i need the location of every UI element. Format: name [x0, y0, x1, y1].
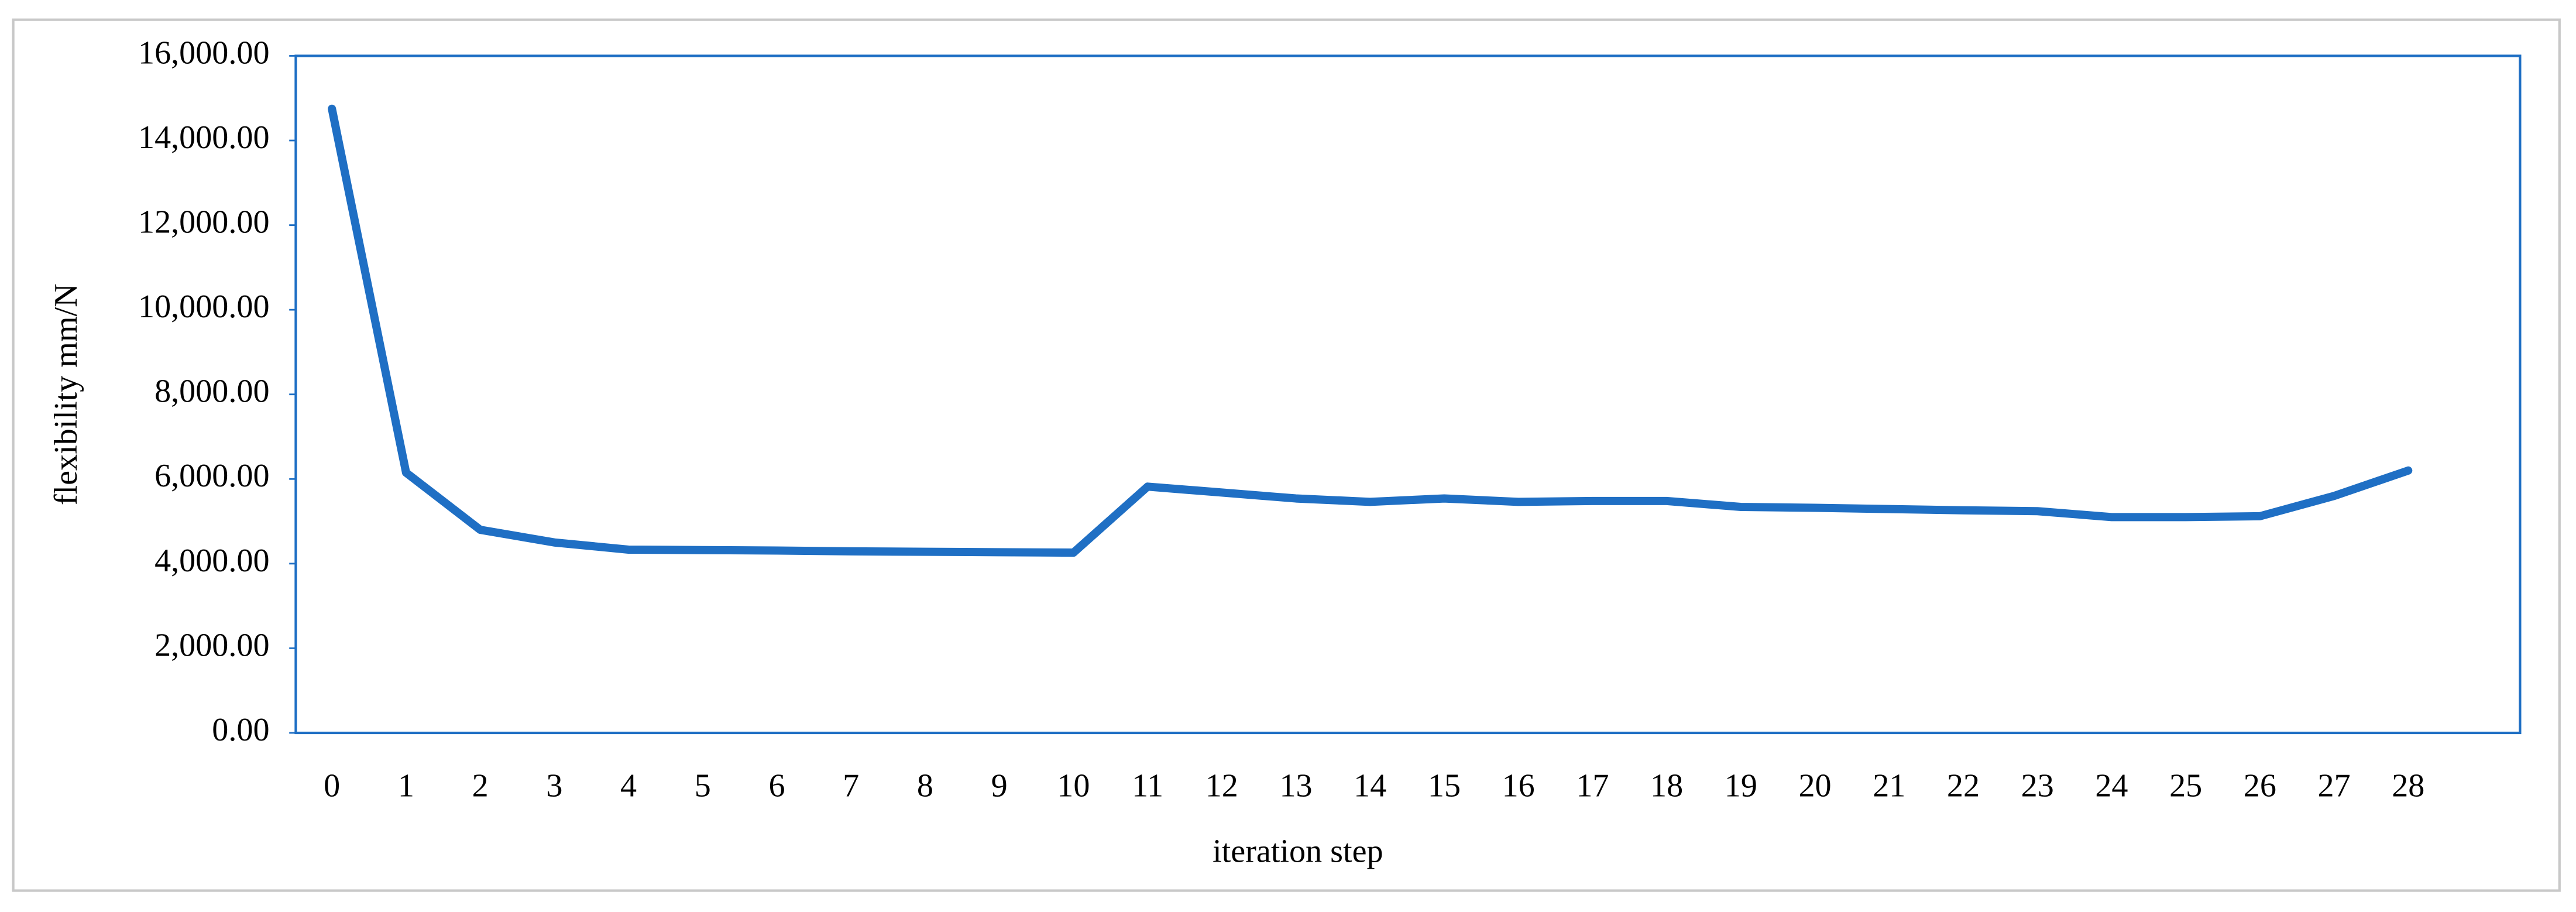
x-tick-label: 28 [2392, 767, 2424, 804]
y-tick-label: 10,000.00 [138, 289, 270, 325]
y-axis-title: flexibility mm/N [48, 283, 84, 505]
x-tick-label: 15 [1428, 767, 1461, 804]
x-tick-label: 6 [768, 767, 785, 804]
y-tick-label: 16,000.00 [138, 35, 270, 71]
x-axis-title: iteration step [1213, 834, 1383, 870]
x-tick-label: 19 [1725, 767, 1757, 804]
x-tick-label: 5 [695, 767, 711, 804]
x-tick-label: 10 [1057, 767, 1090, 804]
x-tick-label: 24 [2095, 767, 2128, 804]
x-tick-label: 21 [1873, 767, 1905, 804]
x-tick-label: 8 [917, 767, 933, 804]
y-tick-label: 12,000.00 [138, 204, 270, 240]
x-tick-label: 3 [546, 767, 562, 804]
x-tick-label: 23 [2021, 767, 2054, 804]
y-tick-label: 0.00 [212, 712, 269, 748]
x-tick-label: 2 [472, 767, 489, 804]
x-tick-label: 0 [324, 767, 340, 804]
x-tick-label: 17 [1576, 767, 1609, 804]
x-tick-label: 25 [2169, 767, 2202, 804]
chart-border [12, 18, 2561, 892]
x-tick-label: 4 [620, 767, 637, 804]
y-tick-label: 8,000.00 [154, 373, 269, 410]
x-tick-label: 18 [1650, 767, 1683, 804]
x-tick-label: 14 [1354, 767, 1386, 804]
y-tick-label: 6,000.00 [154, 458, 269, 494]
x-tick-label: 22 [1947, 767, 1980, 804]
x-tick-label: 12 [1205, 767, 1238, 804]
x-tick-label: 16 [1502, 767, 1535, 804]
data-line [328, 104, 2413, 557]
x-tick-label: 9 [991, 767, 1008, 804]
x-tick-label: 20 [1798, 767, 1831, 804]
y-tick-label: 2,000.00 [154, 627, 269, 663]
x-tick-label: 26 [2244, 767, 2276, 804]
x-tick-label: 13 [1279, 767, 1312, 804]
y-tick-label: 14,000.00 [138, 119, 270, 156]
x-tick-label: 27 [2318, 767, 2351, 804]
x-tick-label: 7 [843, 767, 859, 804]
y-tick-label: 4,000.00 [154, 543, 269, 579]
x-tick-label: 1 [398, 767, 414, 804]
x-tick-label: 11 [1132, 767, 1163, 804]
